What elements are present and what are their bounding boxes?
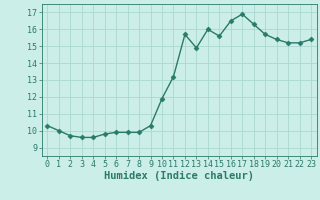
X-axis label: Humidex (Indice chaleur): Humidex (Indice chaleur): [104, 171, 254, 181]
